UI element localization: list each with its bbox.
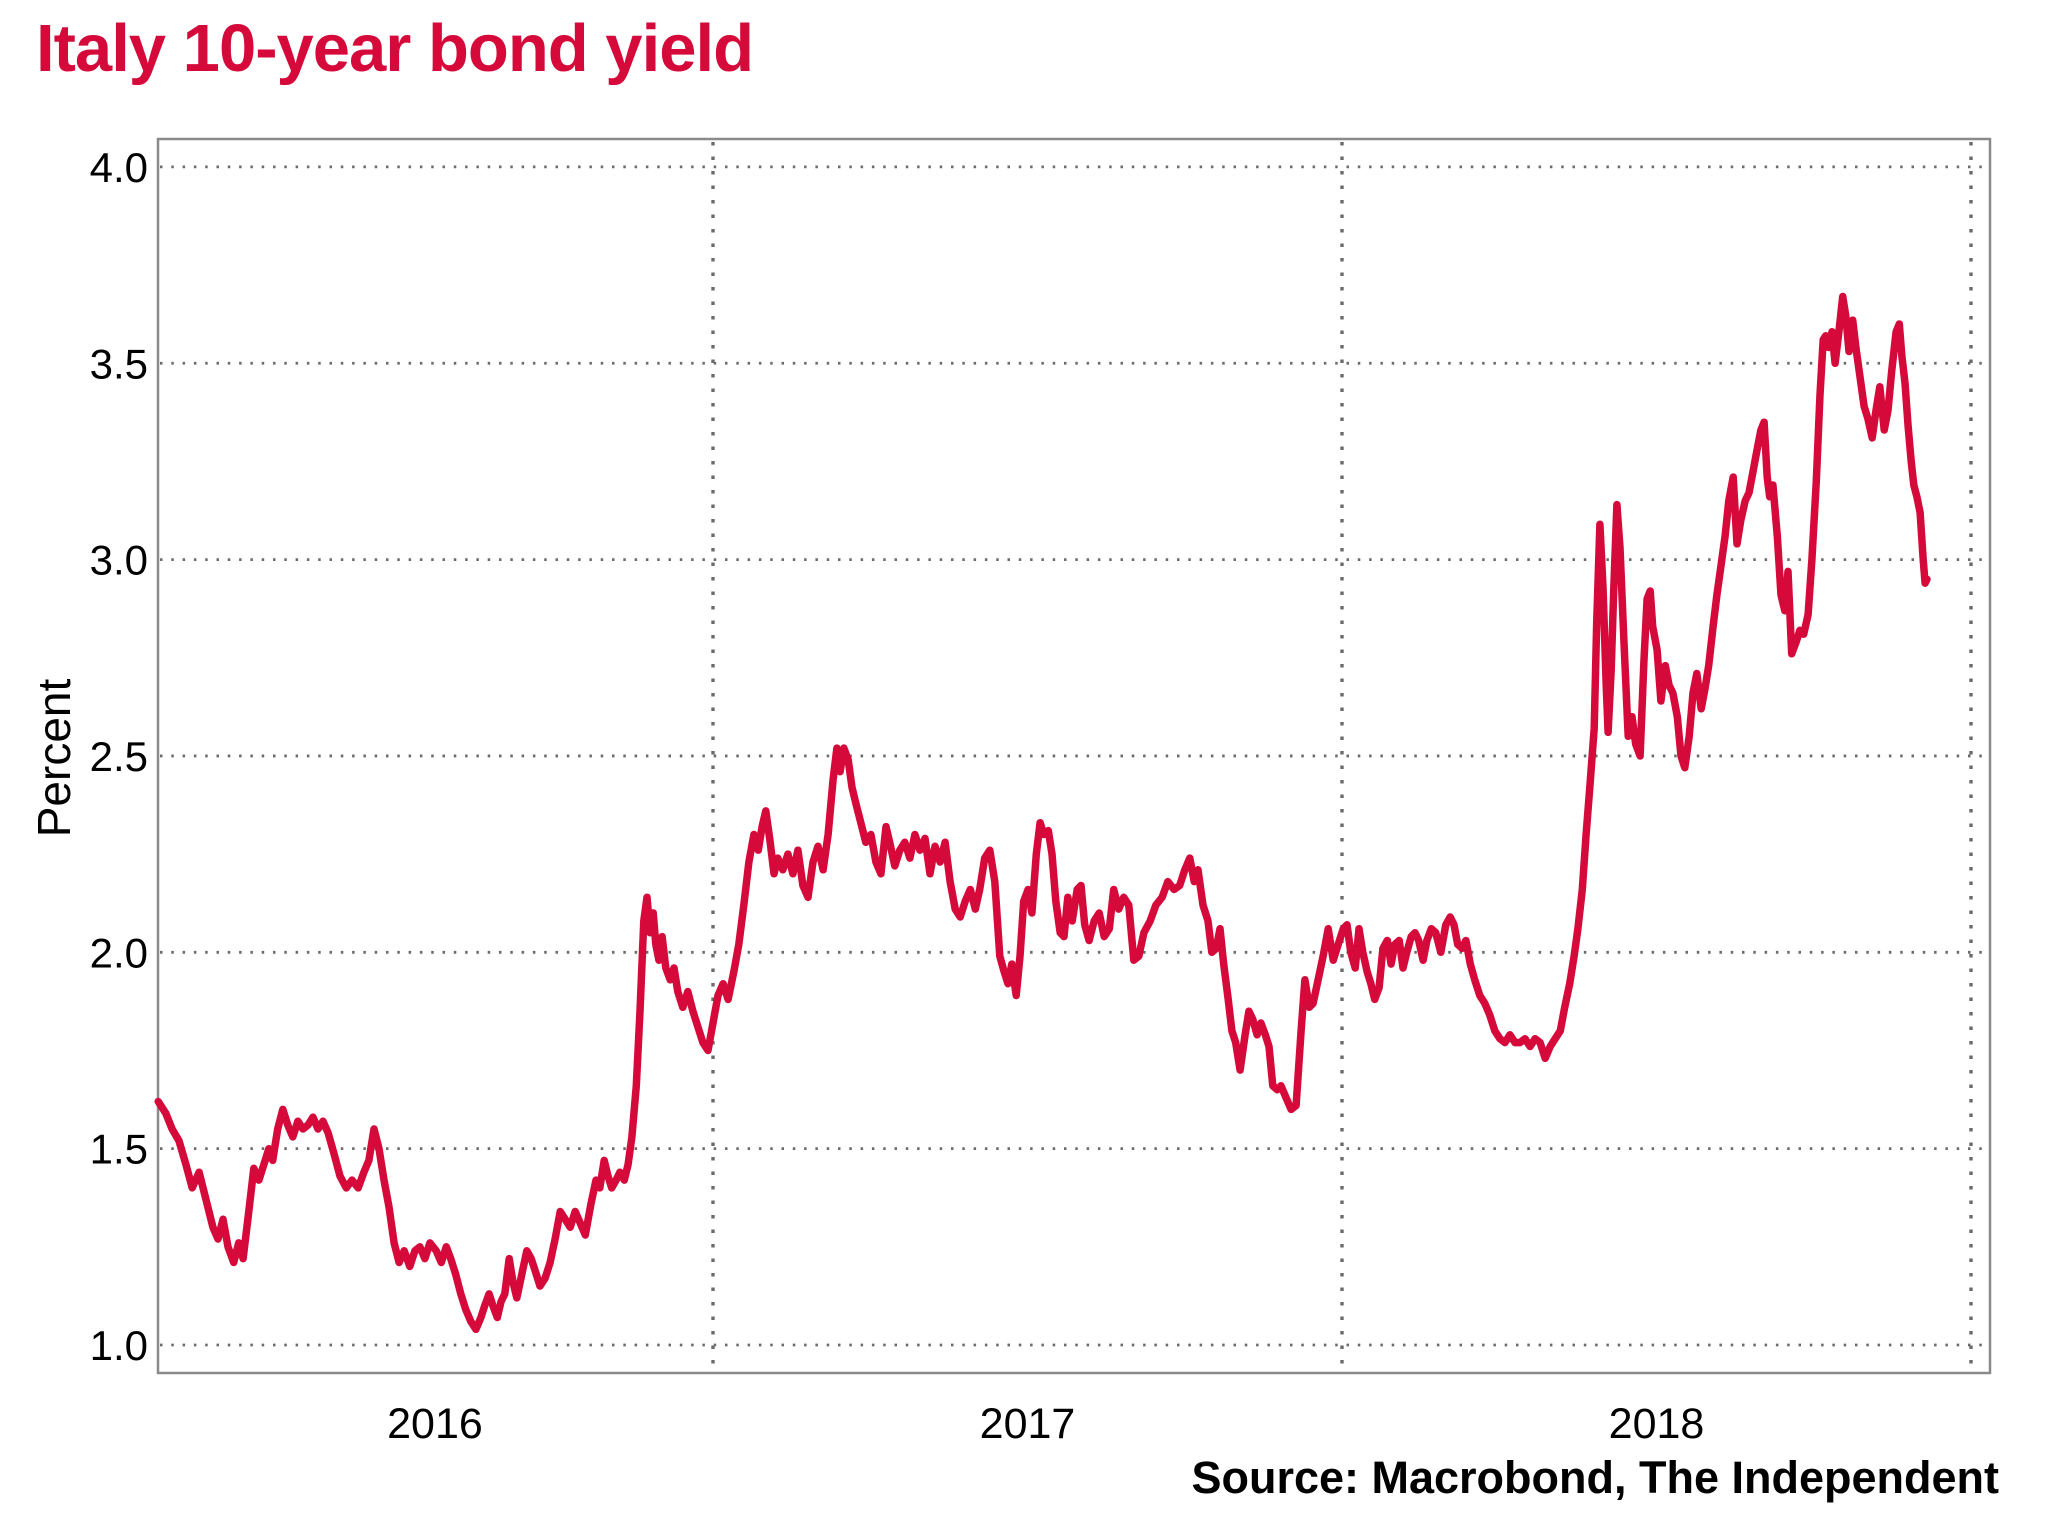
y-tick-label: 2.5 xyxy=(90,733,148,780)
y-tick-label: 3.0 xyxy=(90,537,148,584)
plot-frame xyxy=(156,137,1992,1375)
y-tick-label: 4.0 xyxy=(90,144,148,191)
series-line xyxy=(154,292,1931,1334)
x-tick-label: 2016 xyxy=(387,1400,483,1448)
y-tick-label: 3.5 xyxy=(90,340,148,387)
x-tick-label: 2018 xyxy=(1609,1400,1705,1448)
y-tick-label: 1.5 xyxy=(90,1126,148,1173)
y-tick-label: 2.0 xyxy=(90,929,148,976)
x-tick-label: 2017 xyxy=(980,1400,1076,1448)
y-tick-label: 1.0 xyxy=(90,1322,148,1369)
chart-title: Italy 10-year bond yield xyxy=(36,11,754,86)
source-note: Source: Macrobond, The Independent xyxy=(1191,1452,1999,1503)
